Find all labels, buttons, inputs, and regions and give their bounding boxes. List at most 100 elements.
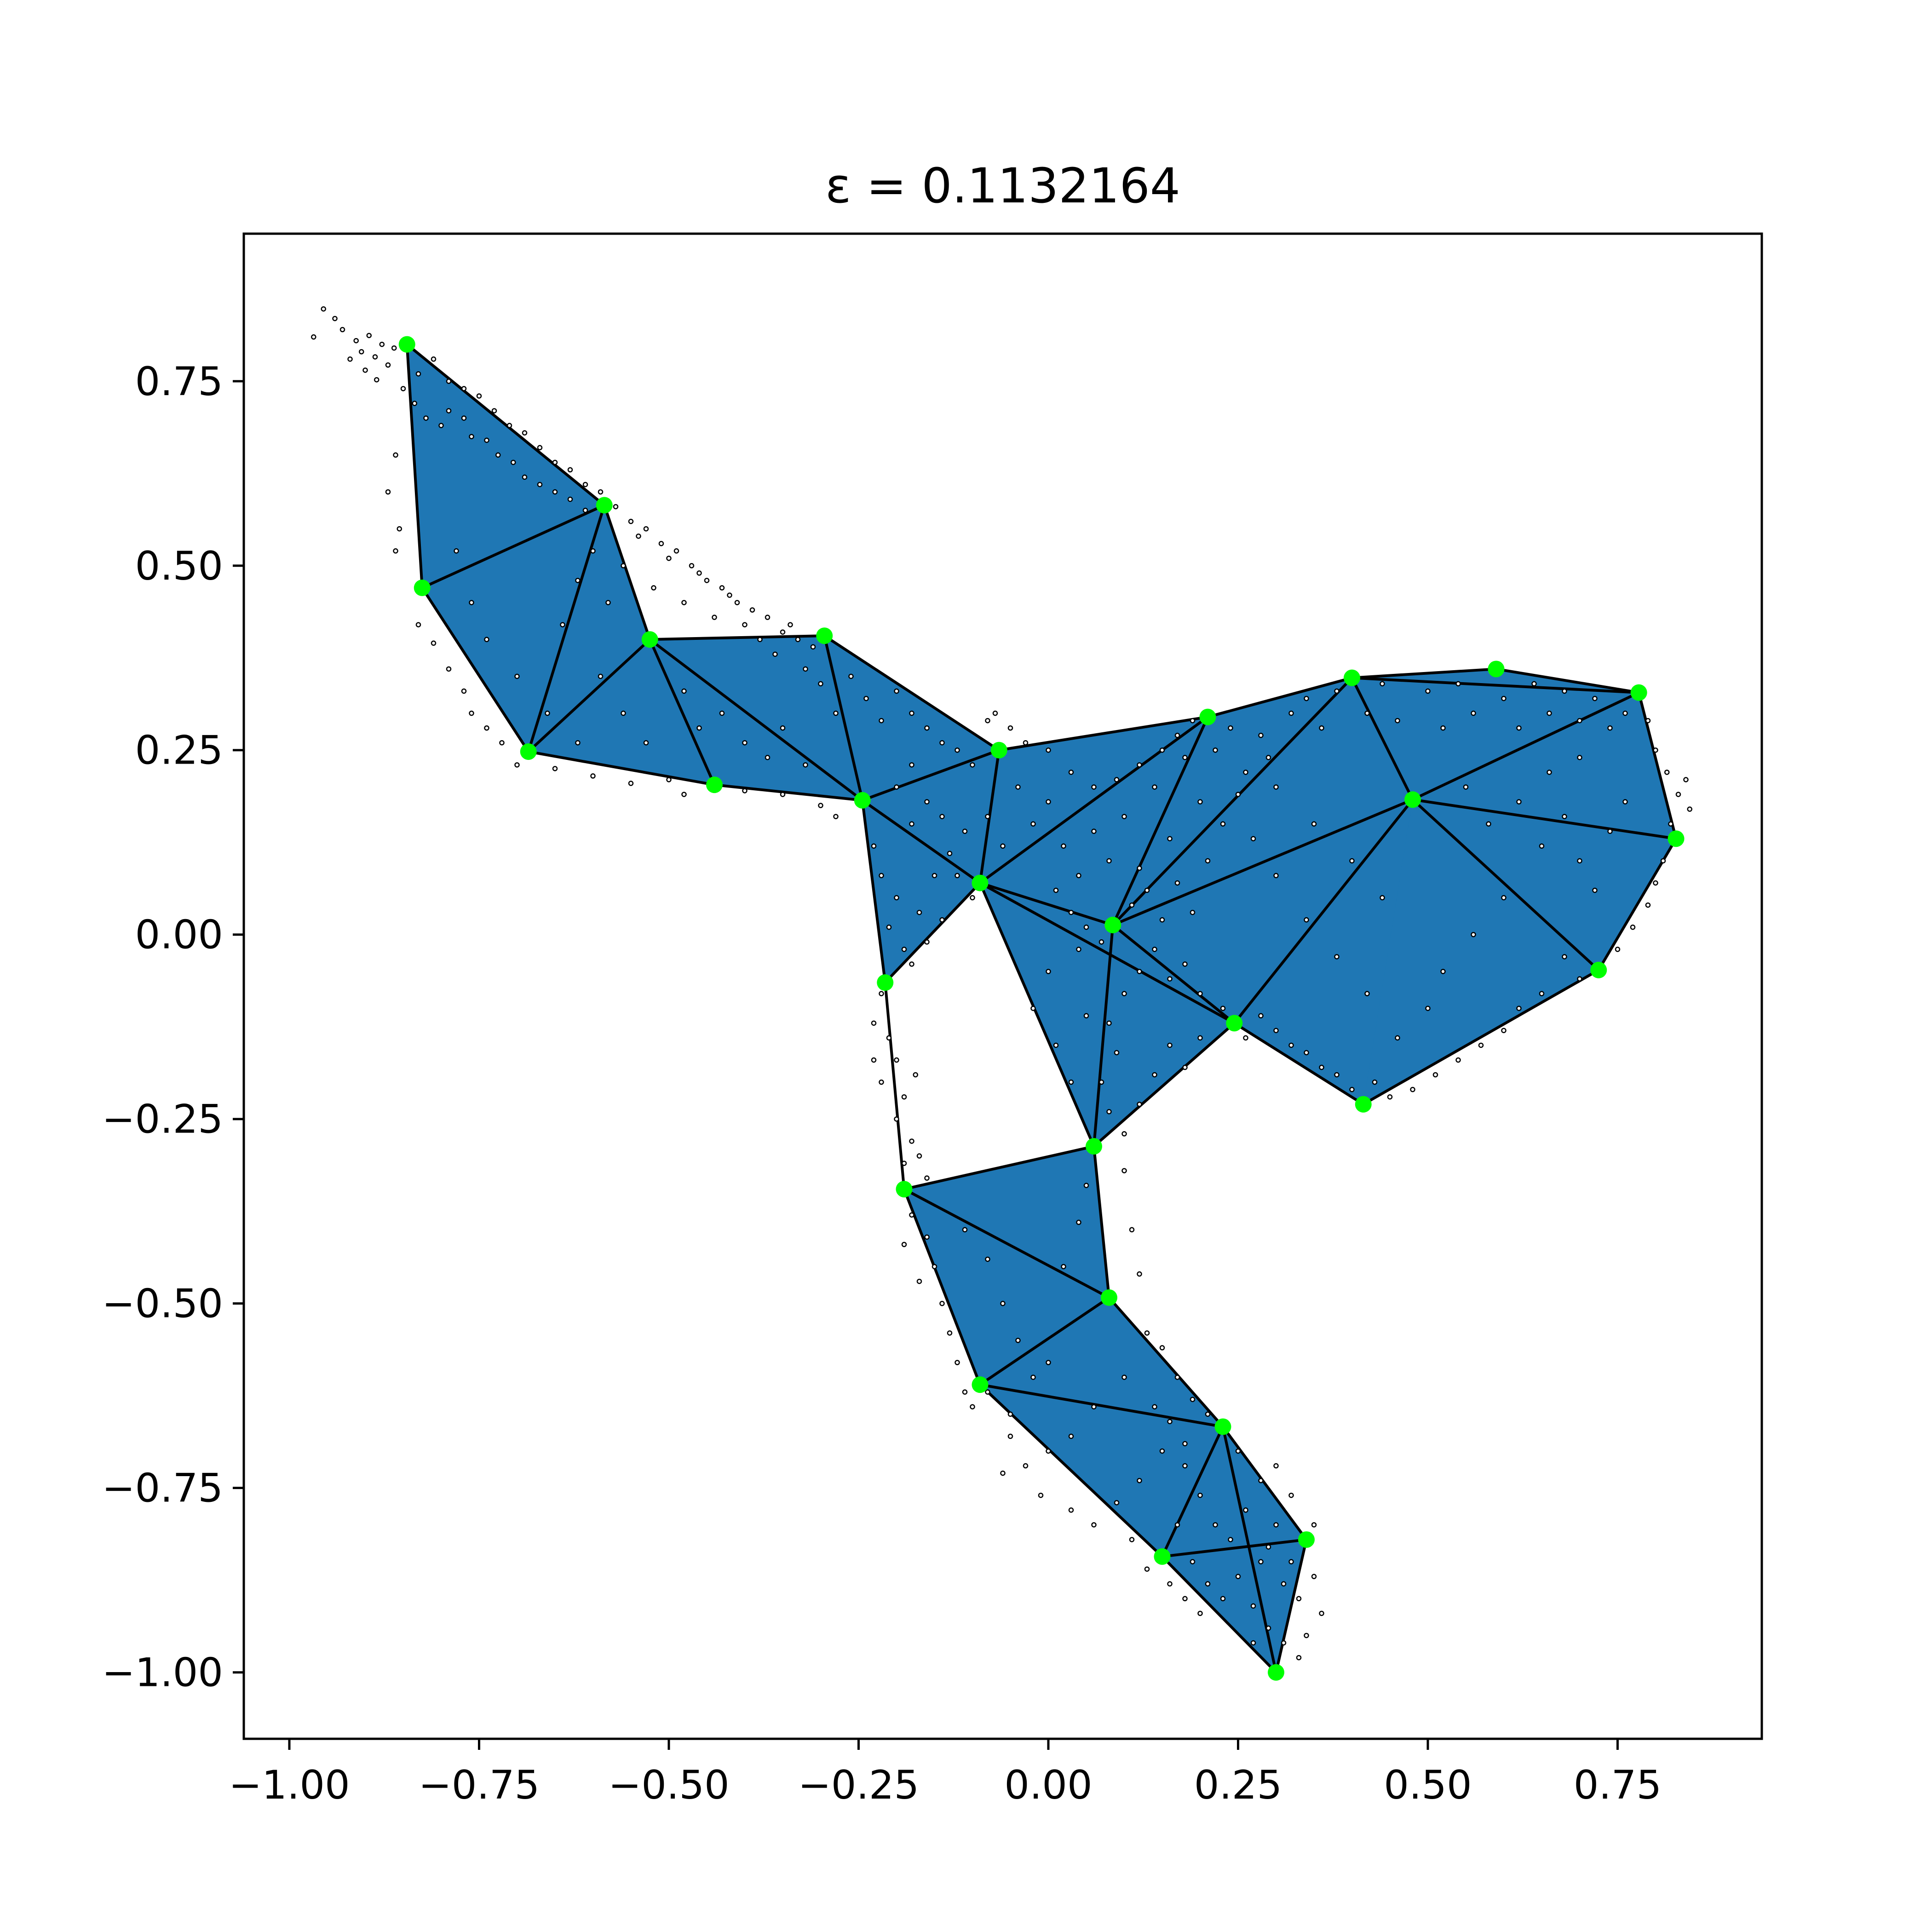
sample-point-260 [1121, 1374, 1127, 1380]
sample-point-281 [1265, 1625, 1271, 1631]
sample-point-149 [1668, 821, 1673, 827]
sample-point-163 [1410, 1087, 1415, 1092]
sample-point-1 [353, 338, 359, 344]
sample-point-373 [795, 637, 801, 642]
sample-point-46 [742, 788, 748, 794]
sample-point-198 [1486, 821, 1491, 827]
sample-point-217 [1380, 895, 1385, 901]
x-tick-label-4: 0.00 [1004, 1762, 1092, 1808]
sample-point-340 [1159, 917, 1165, 923]
sample-point-139 [1577, 718, 1582, 724]
sample-point-117 [1197, 799, 1203, 805]
sample-point-374 [810, 644, 816, 650]
sample-point-333 [909, 961, 914, 967]
sample-point-16 [423, 415, 429, 421]
sample-point-145 [1664, 770, 1670, 775]
sample-point-156 [1562, 954, 1567, 960]
sample-point-361 [613, 504, 619, 510]
landmark-point-9 [972, 874, 989, 891]
sample-point-59 [621, 563, 626, 569]
sample-point-370 [749, 607, 755, 613]
sample-point-169 [1304, 1050, 1309, 1056]
sample-point-208 [1440, 969, 1446, 974]
sample-point-368 [719, 585, 725, 591]
sample-point-35 [446, 666, 452, 672]
sample-point-68 [757, 637, 763, 642]
sample-point-120 [1243, 770, 1248, 775]
landmark-point-28 [1268, 1664, 1284, 1681]
sample-point-162 [1432, 1072, 1438, 1078]
edge-44 [903, 1145, 1095, 1191]
edge-0 [405, 343, 424, 589]
sample-point-108 [1061, 843, 1066, 849]
sample-point-172 [1258, 1013, 1264, 1018]
sample-point-37 [469, 710, 474, 716]
sample-point-128 [1380, 681, 1385, 687]
sample-point-150 [1660, 858, 1666, 864]
edge-39 [978, 881, 1236, 1025]
sample-point-211 [1364, 991, 1370, 996]
edge-15 [861, 799, 982, 885]
plot-area [311, 306, 1692, 1681]
landmark-point-17 [1668, 830, 1685, 847]
sample-point-24 [522, 474, 528, 480]
sample-point-273 [1182, 1463, 1188, 1469]
sample-point-157 [1539, 991, 1545, 996]
sample-point-33 [415, 622, 421, 627]
landmark-point-7 [854, 792, 871, 809]
sample-point-302 [1296, 1655, 1302, 1661]
sample-point-111 [1106, 858, 1112, 864]
sample-point-50 [454, 548, 459, 554]
landmark-point-2 [520, 743, 537, 760]
edge-53 [1221, 1425, 1308, 1541]
sample-point-116 [1182, 755, 1188, 760]
sample-point-251 [1083, 1183, 1089, 1188]
sample-point-168 [1319, 1064, 1324, 1070]
sample-point-148 [1683, 777, 1689, 782]
sample-point-158 [1516, 1006, 1522, 1011]
edge-27 [1351, 676, 1414, 801]
sample-point-77 [894, 688, 899, 694]
sample-point-141 [1607, 725, 1613, 731]
sample-point-240 [970, 1404, 975, 1409]
sample-point-75 [863, 696, 869, 702]
sample-point-99 [916, 909, 922, 915]
edge-35 [1233, 798, 1414, 1025]
landmark-point-8 [990, 742, 1007, 759]
sample-point-280 [1250, 1603, 1256, 1609]
sample-point-142 [1622, 710, 1628, 716]
landmark-point-20 [1355, 1096, 1372, 1113]
x-tick-label-5: 0.25 [1194, 1762, 1282, 1808]
sample-point-219 [1577, 755, 1582, 760]
sample-point-49 [833, 814, 839, 819]
sample-point-227 [909, 1138, 914, 1144]
sample-point-51 [469, 600, 474, 605]
sample-point-367 [704, 578, 710, 583]
sample-point-165 [1372, 1079, 1378, 1085]
sample-point-26 [552, 489, 558, 495]
sample-point-297 [1197, 1610, 1203, 1616]
landmark-point-4 [641, 631, 658, 648]
sample-point-94 [871, 843, 877, 849]
sample-point-223 [894, 1057, 899, 1063]
sample-point-20 [469, 434, 474, 439]
x-tick-label-7: 0.75 [1574, 1762, 1662, 1808]
edge-17 [861, 799, 887, 984]
sample-point-323 [1190, 718, 1196, 724]
sample-point-87 [765, 755, 770, 760]
sample-point-222 [886, 1035, 892, 1041]
sample-point-213 [1304, 917, 1309, 923]
sample-point-177 [1167, 976, 1173, 982]
sample-point-269 [1091, 1522, 1097, 1528]
sample-point-221 [871, 1020, 877, 1026]
sample-point-259 [1205, 1411, 1211, 1417]
sample-point-39 [499, 740, 505, 746]
sample-point-334 [1053, 887, 1059, 893]
sample-point-235 [932, 1264, 937, 1270]
sample-point-320 [1137, 762, 1142, 768]
sample-point-112 [1121, 814, 1127, 819]
sample-point-236 [939, 1300, 945, 1306]
sample-point-36 [461, 688, 467, 694]
sample-point-315 [1023, 740, 1029, 746]
sample-point-185 [1121, 1131, 1127, 1137]
